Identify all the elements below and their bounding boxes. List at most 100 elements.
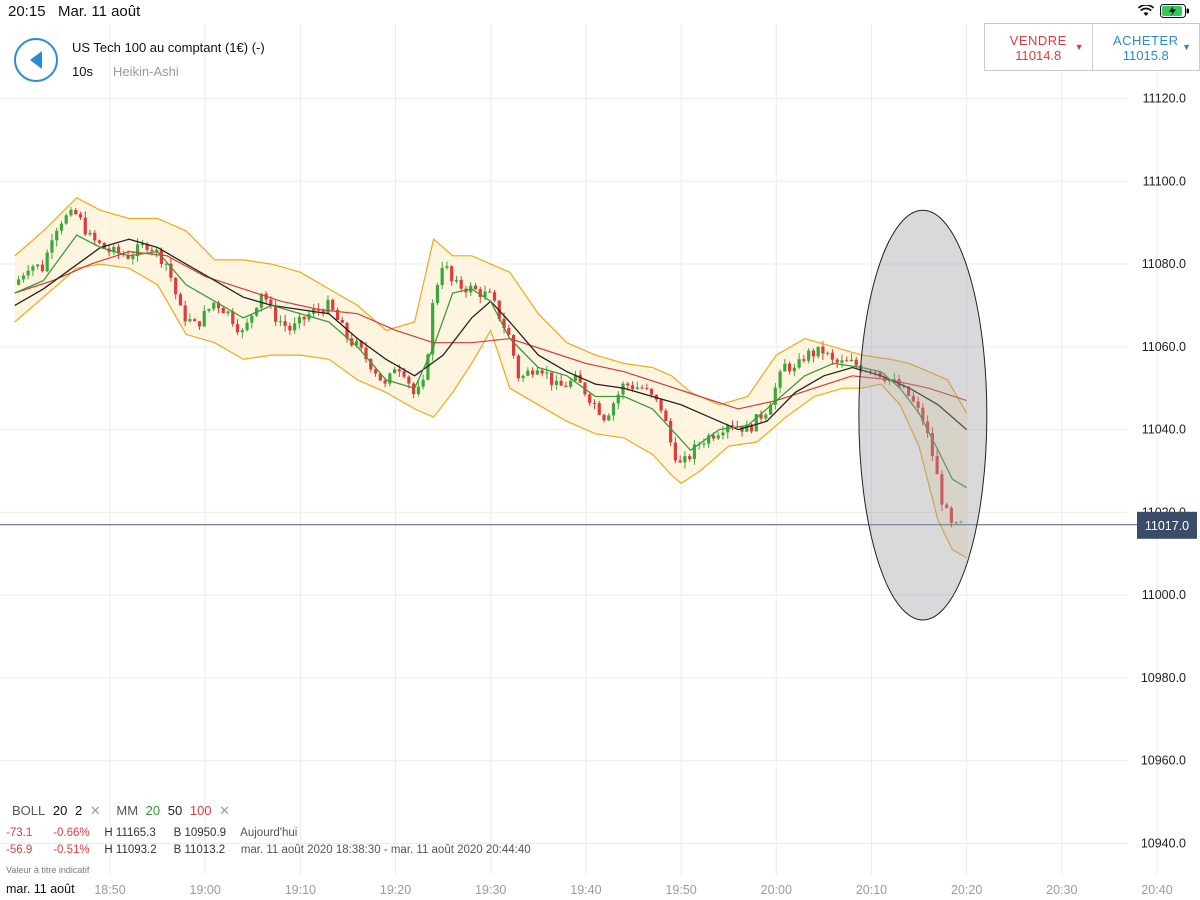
- trade-panel: VENDRE 11014.8 ▼ ACHETER 11015.8 ▼: [984, 23, 1200, 71]
- change-value: -73.1: [6, 827, 33, 839]
- y-tick-label: 11120.0: [1143, 92, 1186, 106]
- candle-body: [578, 374, 582, 383]
- candle-body: [545, 372, 549, 374]
- x-tick-label: 20:30: [1046, 883, 1077, 897]
- change-percent: -0.66%: [53, 827, 90, 839]
- candle-body: [369, 359, 373, 370]
- candle-body: [626, 383, 630, 386]
- buy-dropdown-icon[interactable]: ▼: [1182, 42, 1191, 52]
- current-price-label: 11017.0: [1145, 519, 1189, 533]
- candle-body: [321, 310, 325, 314]
- candle-body: [940, 474, 944, 505]
- candle-body: [392, 369, 397, 374]
- candle-body: [340, 320, 344, 323]
- mm-label[interactable]: MM: [116, 803, 139, 818]
- candle-body: [145, 244, 149, 250]
- bollinger-lower-line: [14, 263, 967, 559]
- candle-body: [288, 325, 292, 331]
- sell-button[interactable]: VENDRE 11014.8 ▼: [985, 24, 1092, 70]
- candle-body: [926, 421, 930, 434]
- candle-body: [278, 321, 282, 323]
- candle-body: [559, 380, 563, 386]
- candle-body: [845, 360, 849, 362]
- candle-body: [359, 340, 363, 348]
- candle-body: [854, 359, 858, 366]
- status-date: Mar. 11 août: [58, 3, 141, 20]
- candle-body: [607, 415, 611, 421]
- candle-body: [669, 421, 673, 443]
- candle-body: [335, 309, 340, 321]
- y-tick-label: 11100.0: [1143, 174, 1186, 188]
- battery-charging-icon: [1160, 4, 1189, 18]
- buy-label: ACHETER: [1112, 33, 1179, 48]
- chart-type-label[interactable]: Heikin-Ashi: [113, 64, 179, 79]
- timeframe-selector[interactable]: 10s: [72, 64, 93, 79]
- candle-body: [949, 508, 954, 523]
- candle-body: [521, 375, 525, 379]
- candle-body: [902, 386, 906, 388]
- mm100-line: [14, 250, 967, 410]
- candle-body: [126, 255, 130, 259]
- boll-period: 20: [52, 803, 68, 818]
- boll-label[interactable]: BOLL: [12, 803, 46, 818]
- x-tick-label: 19:30: [475, 883, 506, 897]
- candle-body: [297, 316, 302, 324]
- candle-body: [507, 328, 511, 336]
- sell-dropdown-icon[interactable]: ▼: [1074, 42, 1084, 52]
- candle-body: [235, 324, 240, 333]
- candle-body: [778, 371, 782, 388]
- change-value: -56.9: [6, 844, 33, 856]
- candle-body: [226, 311, 230, 314]
- candle-body: [131, 256, 135, 259]
- candle-body: [59, 223, 64, 231]
- candle-body: [74, 210, 78, 215]
- back-button[interactable]: [14, 38, 58, 82]
- candle-body: [193, 319, 197, 322]
- candle-body: [906, 386, 911, 396]
- candle-body: [31, 266, 35, 271]
- candle-body: [183, 305, 187, 322]
- candle-body: [878, 371, 882, 378]
- candle-body: [21, 275, 25, 280]
- candle-body: [954, 522, 958, 524]
- candle-body: [259, 293, 263, 308]
- change-percent: -0.51%: [53, 844, 90, 856]
- candle-body: [136, 244, 140, 257]
- candle-body: [383, 380, 387, 384]
- candle-body: [83, 217, 87, 235]
- low-value: B 10950.9: [173, 827, 227, 839]
- mm100-value: 100: [189, 803, 212, 818]
- buy-button[interactable]: ACHETER 11015.8 ▼: [1091, 24, 1200, 70]
- candle-body: [174, 277, 178, 295]
- candle-body: [354, 340, 359, 346]
- x-tick-label: 19:10: [285, 883, 316, 897]
- candle-body: [36, 264, 40, 267]
- candle-body: [535, 370, 539, 375]
- candle-body: [683, 456, 687, 463]
- candle-body: [707, 435, 711, 444]
- candle-body: [859, 365, 863, 372]
- high-value: H 11093.2: [104, 844, 157, 856]
- candle-body: [416, 386, 420, 395]
- bollinger-band-fill: [14, 197, 967, 558]
- candle-body: [550, 372, 554, 385]
- candle-body: [69, 210, 73, 216]
- candle-body: [664, 410, 668, 422]
- candle-body: [873, 371, 877, 373]
- candle-body: [326, 299, 330, 314]
- candle-body: [635, 387, 639, 389]
- candle-body: [749, 424, 754, 432]
- candle-body: [240, 330, 244, 333]
- x-tick-label: 19:50: [665, 883, 696, 897]
- candle-body: [649, 388, 654, 395]
- remove-mm-icon[interactable]: ✕: [219, 803, 231, 818]
- candle-body: [431, 303, 435, 355]
- candle-body: [745, 424, 749, 432]
- candle-body: [540, 370, 544, 374]
- candle-body: [592, 402, 597, 404]
- candle-body: [916, 401, 920, 408]
- remove-boll-icon[interactable]: ✕: [89, 803, 101, 818]
- candle-body: [26, 270, 30, 276]
- candle-body: [554, 380, 559, 385]
